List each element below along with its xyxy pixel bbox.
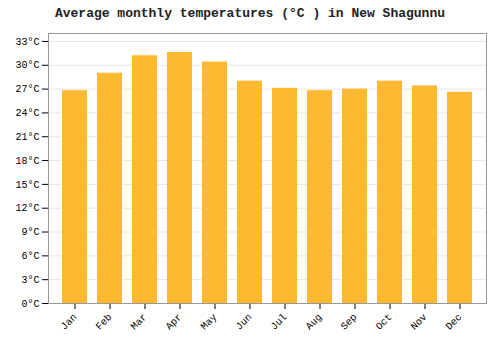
svg-text:12°C: 12°C [15,203,39,214]
svg-text:24°C: 24°C [15,108,39,119]
svg-text:May: May [199,312,220,333]
svg-text:3°C: 3°C [21,275,39,286]
svg-text:27°C: 27°C [15,84,39,95]
svg-text:Jul: Jul [269,312,290,333]
svg-text:Apr: Apr [164,312,185,333]
svg-text:15°C: 15°C [15,180,39,191]
svg-text:Nov: Nov [409,312,430,333]
svg-text:Feb: Feb [94,312,115,333]
svg-text:Mar: Mar [129,312,150,333]
svg-text:Aug: Aug [304,312,325,333]
svg-text:Oct: Oct [374,312,395,333]
svg-text:Dec: Dec [444,312,465,333]
svg-text:Sep: Sep [339,312,360,333]
svg-text:18°C: 18°C [15,156,39,167]
svg-text:21°C: 21°C [15,132,39,143]
svg-text:9°C: 9°C [21,227,39,238]
svg-text:Jan: Jan [59,312,80,333]
svg-text:6°C: 6°C [21,251,39,262]
svg-text:Jun: Jun [234,312,255,333]
svg-text:33°C: 33°C [15,37,39,48]
svg-text:0°C: 0°C [21,299,39,310]
html-text:Average monthly temperatures (: Average monthly temperatures (°C ) in Ne… [55,6,445,21]
svg-text:30°C: 30°C [15,60,39,71]
